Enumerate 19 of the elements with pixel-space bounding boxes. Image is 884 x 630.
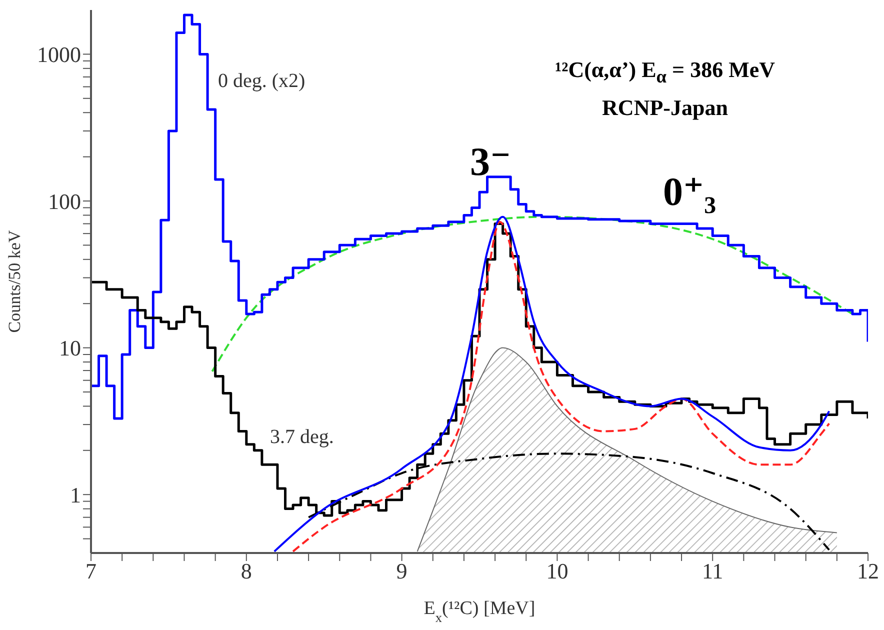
y-axis-title: Counts/50 keV xyxy=(4,230,24,333)
annotation: 3.7 deg. xyxy=(270,426,334,448)
y-tick-label: 10 xyxy=(59,336,81,361)
annotation: 0 deg. (x2) xyxy=(218,70,306,92)
x-tick-label: 12 xyxy=(857,558,879,584)
y-tick-label: 100 xyxy=(48,188,81,214)
annotation: 0⁺₃ xyxy=(663,169,716,214)
annotation: 3⁻ xyxy=(470,139,512,184)
y-tick-label: 1 xyxy=(70,482,81,508)
x-tick-label: 10 xyxy=(546,558,568,584)
x-tick-label: 8 xyxy=(240,558,252,584)
x-tick-label: 11 xyxy=(702,558,724,584)
y-tick-label: 1000 xyxy=(37,42,81,67)
line-series xyxy=(211,216,854,372)
text: RCNP-Japan xyxy=(601,94,729,122)
text: ¹²C(α,α’) E$_{α}$ = 386 MeV xyxy=(554,56,776,88)
x-axis-title: E$_{x}$(¹²C) [MeV] xyxy=(424,598,536,624)
x-tick-label: 7 xyxy=(86,558,96,584)
x-tick-label: 9 xyxy=(396,558,408,584)
